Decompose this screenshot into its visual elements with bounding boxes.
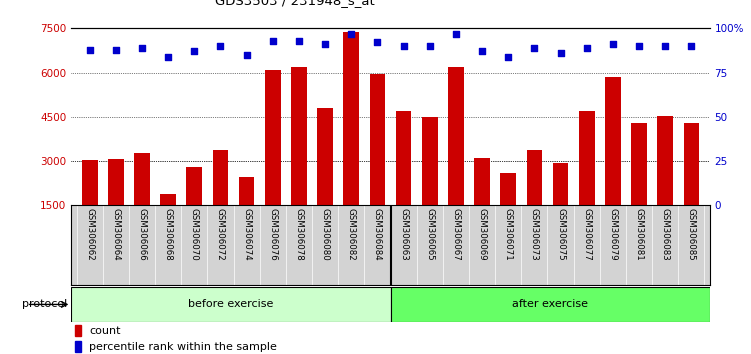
Point — [372, 40, 384, 45]
Bar — [474, 158, 490, 250]
Text: before exercise: before exercise — [189, 299, 273, 309]
Bar — [526, 150, 542, 250]
Bar — [683, 123, 699, 250]
Point — [240, 52, 252, 58]
Point — [529, 45, 541, 51]
Text: GSM306068: GSM306068 — [164, 208, 173, 261]
Bar — [74, 325, 81, 336]
Text: GSM306065: GSM306065 — [425, 208, 434, 261]
Text: GSM306072: GSM306072 — [216, 208, 225, 261]
Point — [215, 43, 227, 49]
Bar — [291, 67, 307, 250]
Bar — [391, 287, 710, 322]
Point — [659, 43, 671, 49]
Point — [162, 54, 174, 59]
Bar — [265, 70, 281, 250]
Point — [136, 45, 148, 51]
Point — [686, 43, 698, 49]
Point — [110, 47, 122, 52]
Point — [293, 38, 305, 44]
Bar — [553, 162, 569, 250]
Bar — [343, 32, 359, 250]
Text: percentile rank within the sample: percentile rank within the sample — [89, 342, 277, 352]
Bar — [317, 108, 333, 250]
Bar — [579, 111, 595, 250]
Text: GSM306078: GSM306078 — [294, 208, 303, 261]
Text: GSM306062: GSM306062 — [85, 208, 94, 261]
Point — [189, 48, 201, 54]
Point — [450, 31, 462, 36]
Bar — [186, 167, 202, 250]
Text: GSM306073: GSM306073 — [530, 208, 539, 261]
Text: GSM306083: GSM306083 — [661, 208, 670, 261]
Point — [267, 38, 279, 44]
Text: GSM306082: GSM306082 — [347, 208, 356, 261]
Point — [502, 54, 514, 59]
Text: GSM306085: GSM306085 — [687, 208, 696, 261]
Bar — [422, 118, 438, 250]
Bar — [605, 77, 621, 250]
Text: GSM306074: GSM306074 — [242, 208, 251, 261]
Bar — [500, 173, 516, 250]
Point — [345, 31, 357, 36]
Text: GSM306067: GSM306067 — [451, 208, 460, 261]
Bar — [239, 177, 255, 250]
Text: GSM306076: GSM306076 — [268, 208, 277, 261]
Bar — [369, 74, 385, 250]
Text: protocol: protocol — [23, 299, 68, 309]
Point — [424, 43, 436, 49]
Text: count: count — [89, 326, 121, 336]
Bar — [134, 153, 150, 250]
Bar — [396, 111, 412, 250]
Bar — [448, 67, 464, 250]
Bar — [213, 150, 228, 250]
Text: GSM306080: GSM306080 — [321, 208, 330, 261]
Text: GSM306069: GSM306069 — [478, 208, 487, 260]
Point — [581, 45, 593, 51]
Bar — [82, 160, 98, 250]
Text: GSM306084: GSM306084 — [373, 208, 382, 261]
Point — [397, 43, 409, 49]
Text: GDS3503 / 231948_s_at: GDS3503 / 231948_s_at — [215, 0, 375, 7]
Point — [554, 50, 566, 56]
Point — [83, 47, 95, 52]
Bar — [74, 341, 81, 353]
Text: GSM306066: GSM306066 — [137, 208, 146, 261]
Point — [476, 48, 488, 54]
Text: GSM306063: GSM306063 — [399, 208, 408, 261]
Text: GSM306071: GSM306071 — [504, 208, 513, 261]
Bar — [657, 116, 673, 250]
Bar — [631, 123, 647, 250]
Text: after exercise: after exercise — [512, 299, 588, 309]
Text: GSM306064: GSM306064 — [111, 208, 120, 261]
Point — [607, 41, 619, 47]
Point — [633, 43, 645, 49]
Text: GSM306079: GSM306079 — [608, 208, 617, 260]
Bar — [71, 287, 391, 322]
Text: GSM306077: GSM306077 — [582, 208, 591, 261]
Text: GSM306081: GSM306081 — [635, 208, 644, 261]
Text: GSM306075: GSM306075 — [556, 208, 565, 261]
Point — [319, 41, 331, 47]
Bar — [108, 159, 124, 250]
Text: GSM306070: GSM306070 — [190, 208, 199, 261]
Bar — [160, 194, 176, 250]
